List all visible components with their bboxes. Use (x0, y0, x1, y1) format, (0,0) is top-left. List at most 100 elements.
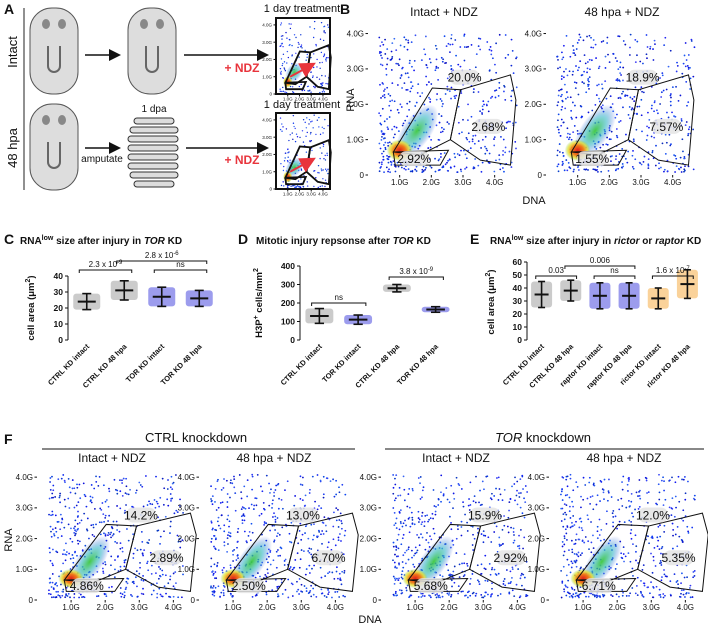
density-dot (320, 168, 323, 170)
panel-letter: B (340, 1, 350, 17)
density-dot (269, 491, 271, 494)
density-dot (616, 60, 618, 62)
density-dot (110, 536, 112, 539)
density-dot (641, 130, 643, 133)
density-dot (658, 548, 661, 550)
density-dot (327, 124, 329, 127)
density-dot (693, 575, 696, 577)
density-dot (293, 125, 295, 128)
gate-label: 2.89% (150, 551, 184, 565)
density-dot (101, 567, 104, 570)
density-dot (334, 544, 337, 547)
density-dot (576, 485, 579, 488)
density-dot (484, 554, 487, 557)
density-dot (660, 479, 663, 482)
density-dot (132, 552, 135, 555)
density-dot (265, 474, 268, 477)
density-dot (664, 498, 667, 501)
density-dot (504, 584, 507, 587)
density-dot (116, 492, 119, 495)
density-dot (48, 592, 50, 595)
density-dot (669, 104, 672, 107)
density-dot (59, 513, 62, 516)
density-dot (157, 516, 160, 519)
density-dot (279, 554, 281, 557)
gate-label: 12.0% (636, 509, 670, 523)
gate (449, 74, 517, 166)
density-dot (383, 133, 385, 136)
density-dot (397, 555, 400, 558)
density-dot (277, 554, 280, 557)
density-dot (651, 571, 654, 574)
density-dot (393, 100, 396, 103)
density-dot (645, 139, 648, 141)
density-dot (624, 157, 627, 160)
density-dot (282, 169, 285, 172)
density-dot (77, 515, 79, 517)
density-dot (581, 552, 583, 555)
density-dot (179, 546, 182, 549)
density-dot (692, 571, 695, 573)
density-dot (301, 47, 303, 49)
density-dot (561, 93, 563, 96)
density-dot (228, 520, 231, 523)
title-part: raptor (655, 236, 685, 247)
density-dot (572, 49, 575, 51)
density-dot (633, 95, 636, 98)
density-dot (344, 529, 347, 532)
density-dot (282, 86, 284, 89)
density-dot (280, 35, 283, 37)
density-dot (618, 35, 621, 38)
density-dot (498, 81, 501, 84)
density-dot (384, 53, 387, 55)
density-dot (150, 573, 153, 575)
density-dot (495, 525, 498, 528)
density-dot (210, 585, 212, 588)
density-dot (424, 53, 427, 56)
density-dot (565, 159, 568, 161)
density-dot (561, 105, 564, 108)
density-dot (587, 169, 589, 171)
density-dot (332, 525, 335, 528)
density-dot (663, 531, 666, 533)
density-dot (680, 592, 682, 595)
density-dot (123, 596, 126, 599)
density-dot (481, 111, 483, 114)
density-dot (629, 96, 632, 99)
density-dot (324, 524, 327, 527)
density-dot (602, 489, 605, 491)
density-dot (445, 45, 448, 48)
density-dot (647, 491, 650, 494)
density-dot (171, 488, 174, 491)
density-dot (307, 537, 310, 540)
density-dot (440, 131, 442, 134)
density-dot (384, 141, 387, 144)
density-dot (471, 544, 474, 546)
density-dot (168, 595, 170, 598)
density-dot (453, 152, 456, 155)
density-dot (304, 165, 307, 167)
density-dot (407, 546, 410, 549)
density-dot (498, 536, 501, 539)
density-dot (687, 165, 690, 168)
density-dot (383, 94, 386, 96)
flow-plot: 14.2%2.89%4.86%1.0G 2.0G 3.0G 4.0G01.0G2.0G… (16, 471, 197, 612)
density-dot (297, 542, 300, 545)
density-dot (419, 476, 422, 478)
density-dot (616, 113, 618, 116)
density-dot (303, 585, 306, 587)
density-dot (600, 170, 603, 173)
density-dot (606, 143, 609, 146)
density-dot (107, 505, 110, 508)
density-dot (394, 477, 396, 480)
density-dot (167, 479, 169, 481)
density-dot (392, 545, 395, 548)
density-dot (298, 85, 301, 88)
density-dot (85, 528, 88, 531)
density-dot (320, 169, 323, 172)
density-dot (586, 514, 589, 517)
density-dot (121, 495, 124, 497)
density-dot (318, 78, 321, 80)
density-dot (411, 85, 414, 88)
density-dot (511, 589, 514, 592)
